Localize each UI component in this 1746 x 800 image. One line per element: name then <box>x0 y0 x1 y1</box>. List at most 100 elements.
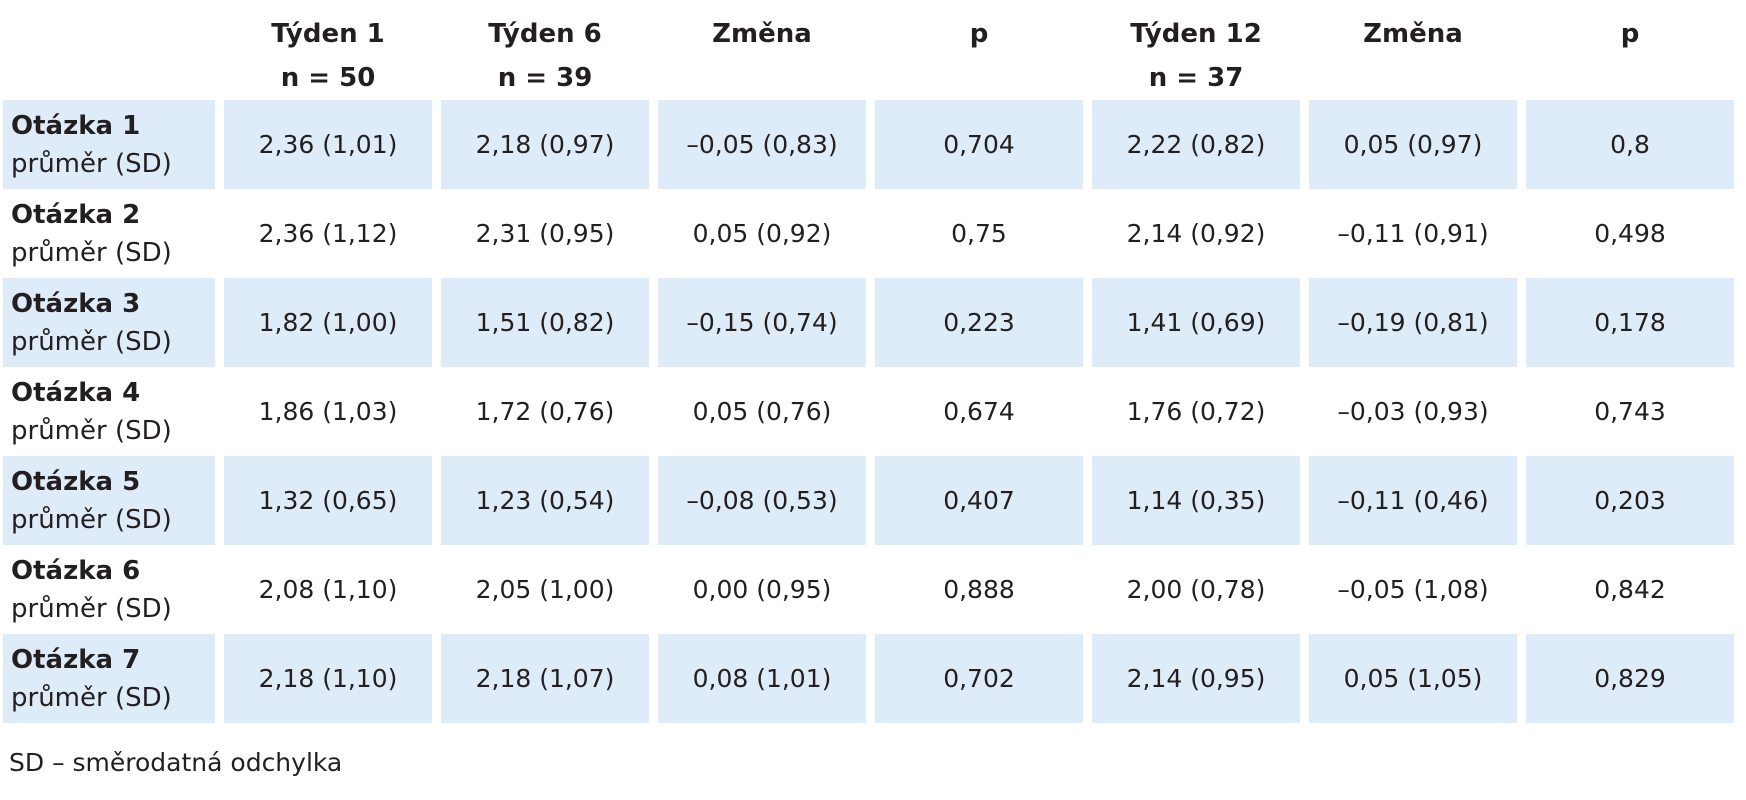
table-cell: 0,674 <box>943 397 1015 426</box>
row-label: Otázka 6 průměr (SD) <box>3 545 215 634</box>
table-cell: 1,32 (0,65) <box>224 456 432 545</box>
table-body: Otázka 1 průměr (SD) 2,36 (1,01) 2,18 (0,97… <box>3 100 1734 723</box>
table-row: Otázka 7 průměr (SD) 2,18 (1,10) 2,18 (1,07… <box>3 634 1734 723</box>
table-cell: 2,08 (1,10) <box>258 575 398 604</box>
row-subtitle: průměr (SD) <box>11 148 172 179</box>
header-cell: p <box>1526 12 1734 100</box>
table-cell: 2,05 (1,00) <box>475 575 615 604</box>
header-row: Týden 1 n = 50 Týden 6 n = 39 Změna p Týden 12… <box>3 12 1734 100</box>
header-line: Změna <box>712 19 812 49</box>
table-row: Otázka 3 průměr (SD) 1,82 (1,00) 1,51 (0,82… <box>3 278 1734 367</box>
table-row: Otázka 6 průměr (SD) 2,08 (1,10) 2,05 (1,00… <box>3 545 1734 634</box>
table-cell: 0,00 (0,95) <box>692 575 832 604</box>
table-cell: 0,8 <box>1526 100 1734 189</box>
header-cell: Změna <box>658 12 866 100</box>
row-label: Otázka 2 průměr (SD) <box>3 189 215 278</box>
header-line: n = 39 <box>497 63 593 93</box>
table-cell: –0,19 (0,81) <box>1309 278 1517 367</box>
table-cell: 2,18 (1,10) <box>224 634 432 723</box>
table-cell: 1,76 (0,72) <box>1126 397 1266 426</box>
table-cell: –0,08 (0,53) <box>658 456 866 545</box>
table-cell: –0,11 (0,46) <box>1309 456 1517 545</box>
row-subtitle: průměr (SD) <box>11 326 172 357</box>
table-cell: 1,41 (0,69) <box>1092 278 1300 367</box>
row-title: Otázka 2 <box>11 199 141 230</box>
table-row: Otázka 2 průměr (SD) 2,36 (1,12) 2,31 (0,95… <box>3 189 1734 278</box>
table-header: Týden 1 n = 50 Týden 6 n = 39 Změna p Týden 12… <box>3 12 1734 100</box>
table-cell: 2,18 (1,07) <box>441 634 649 723</box>
row-title: Otázka 6 <box>11 555 141 586</box>
footnote: SD – směrodatná odchylka <box>9 748 343 777</box>
table-cell: 2,36 (1,12) <box>258 219 398 248</box>
row-subtitle: průměr (SD) <box>11 593 172 624</box>
table-cell: –0,05 (1,08) <box>1337 575 1489 604</box>
table-cell: 0,704 <box>875 100 1083 189</box>
header-cell: p <box>875 12 1083 100</box>
table-row: Otázka 1 průměr (SD) 2,36 (1,01) 2,18 (0,97… <box>3 100 1734 189</box>
table-row: Otázka 4 průměr (SD) 1,86 (1,03) 1,72 (0,76… <box>3 367 1734 456</box>
header-cell: Týden 1 n = 50 <box>224 12 432 100</box>
table-cell: 0,178 <box>1526 278 1734 367</box>
table-cell: 2,14 (0,95) <box>1092 634 1300 723</box>
table-cell: 2,18 (0,97) <box>441 100 649 189</box>
table-cell: 0,05 (1,05) <box>1309 634 1517 723</box>
row-label: Otázka 3 průměr (SD) <box>3 278 215 367</box>
table-cell: 0,702 <box>875 634 1083 723</box>
header-cell <box>3 12 215 100</box>
table-cell: 0,203 <box>1526 456 1734 545</box>
header-line: Týden 1 <box>271 19 385 49</box>
row-title: Otázka 4 <box>11 377 141 408</box>
header-cell: Týden 6 n = 39 <box>441 12 649 100</box>
table-cell: 0,05 (0,97) <box>1309 100 1517 189</box>
row-label: Otázka 7 průměr (SD) <box>3 634 215 723</box>
row-title: Otázka 3 <box>11 288 141 319</box>
table-cell: 1,23 (0,54) <box>441 456 649 545</box>
table-cell: 0,829 <box>1526 634 1734 723</box>
table-cell: –0,03 (0,93) <box>1337 397 1489 426</box>
table-cell: 0,498 <box>1594 219 1666 248</box>
row-subtitle: průměr (SD) <box>11 237 172 268</box>
header-cell: Týden 12 n = 37 <box>1092 12 1300 100</box>
table-cell: 0,75 <box>951 219 1007 248</box>
header-line: n = 37 <box>1148 63 1244 93</box>
table-cell: 0,407 <box>875 456 1083 545</box>
header-line: n = 50 <box>280 63 376 93</box>
table-cell: 2,31 (0,95) <box>475 219 615 248</box>
table-cell: 1,14 (0,35) <box>1092 456 1300 545</box>
table-cell: 2,14 (0,92) <box>1126 219 1266 248</box>
table-cell: 0,842 <box>1594 575 1666 604</box>
table-row: Otázka 5 průměr (SD) 1,32 (0,65) 1,23 (0,54… <box>3 456 1734 545</box>
row-subtitle: průměr (SD) <box>11 682 172 713</box>
table-cell: –0,05 (0,83) <box>658 100 866 189</box>
header-line: Změna <box>1363 19 1463 49</box>
table-cell: 2,00 (0,78) <box>1126 575 1266 604</box>
header-cell: Změna <box>1309 12 1517 100</box>
table-cell: 2,36 (1,01) <box>224 100 432 189</box>
row-label: Otázka 4 průměr (SD) <box>3 367 215 456</box>
table-cell: 1,51 (0,82) <box>441 278 649 367</box>
table-cell: 0,223 <box>875 278 1083 367</box>
header-line: Týden 12 <box>1130 19 1262 49</box>
table-cell: 0,05 (0,76) <box>692 397 832 426</box>
table-cell: –0,11 (0,91) <box>1337 219 1489 248</box>
table-cell: 1,86 (1,03) <box>258 397 398 426</box>
row-subtitle: průměr (SD) <box>11 504 172 535</box>
table-cell: 2,22 (0,82) <box>1092 100 1300 189</box>
data-table: Týden 1 n = 50 Týden 6 n = 39 Změna p Týden 12… <box>0 12 1743 723</box>
header-line: p <box>969 19 989 49</box>
header-line: p <box>1620 19 1640 49</box>
row-title: Otázka 1 <box>11 110 141 141</box>
table-cell: 1,72 (0,76) <box>475 397 615 426</box>
table-cell: 1,82 (1,00) <box>224 278 432 367</box>
table-cell: 0,08 (1,01) <box>658 634 866 723</box>
row-title: Otázka 5 <box>11 466 141 497</box>
table-cell: 0,05 (0,92) <box>692 219 832 248</box>
row-label: Otázka 5 průměr (SD) <box>3 456 215 545</box>
row-title: Otázka 7 <box>11 644 141 675</box>
row-label: Otázka 1 průměr (SD) <box>3 100 215 189</box>
header-line: Týden 6 <box>488 19 602 49</box>
table-cell: –0,15 (0,74) <box>658 278 866 367</box>
table-cell: 0,743 <box>1594 397 1666 426</box>
row-subtitle: průměr (SD) <box>11 415 172 446</box>
